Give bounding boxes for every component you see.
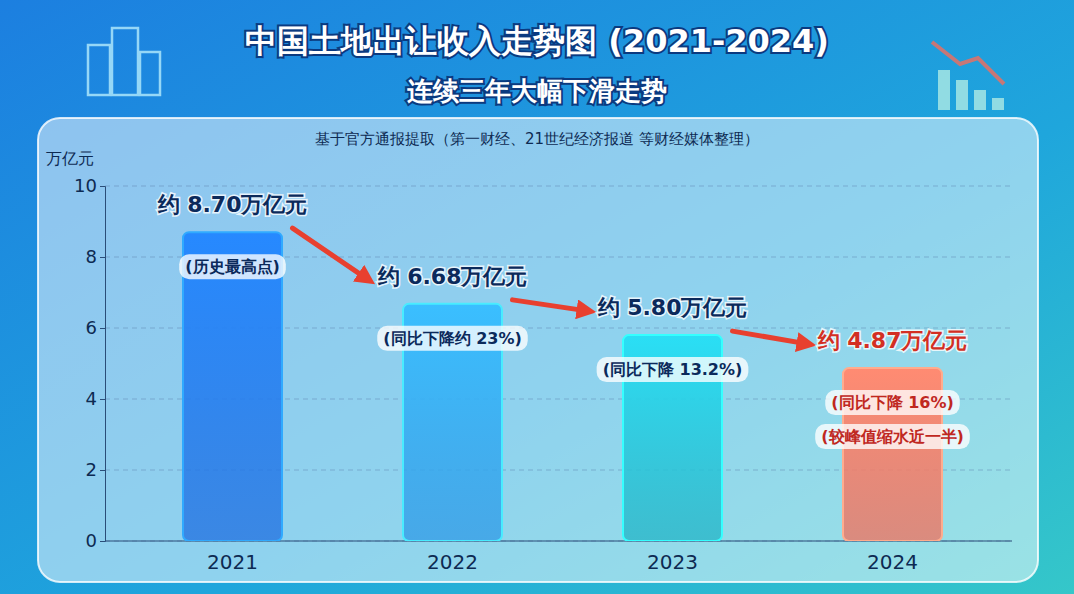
annotations: (历史最高点) (同比下降约 23%) (同比下降 13.2%) (同比下降 16%)… bbox=[179, 254, 970, 449]
y-axis-title: 万亿元 bbox=[46, 149, 94, 168]
building-icon bbox=[88, 45, 110, 95]
annotation-background bbox=[179, 254, 286, 279]
subtitle: 连续三年大幅下滑走势 bbox=[406, 76, 667, 106]
annotation-text: (同比下降 16%) bbox=[831, 393, 954, 412]
annotation: (历史最高点) bbox=[179, 254, 286, 279]
x-tick-label: 2024 bbox=[867, 550, 918, 574]
y-tick: 0 bbox=[86, 530, 105, 551]
x-tick: 2024 bbox=[867, 541, 918, 574]
bars bbox=[183, 232, 942, 541]
trend-icon bbox=[932, 42, 1004, 84]
annotation-background bbox=[377, 326, 528, 351]
annotation-text: (同比下降 13.2%) bbox=[603, 360, 743, 379]
y-tick-label: 8 bbox=[86, 246, 97, 267]
trend-arrow bbox=[293, 228, 369, 280]
trend-arrow bbox=[513, 300, 589, 311]
data-label: 约 4.87万亿元 bbox=[817, 328, 968, 353]
annotation: (同比下降 13.2%) bbox=[597, 357, 749, 382]
y-tick-label: 10 bbox=[74, 175, 97, 196]
x-tick: 2021 bbox=[207, 541, 258, 574]
y-tick-mark bbox=[100, 257, 105, 258]
y-axis: 0 2 4 6 8 10 bbox=[74, 175, 105, 551]
building-icon bbox=[112, 28, 138, 95]
y-tick-mark bbox=[100, 541, 105, 542]
grid-line bbox=[105, 186, 1012, 187]
y-tick-label: 2 bbox=[86, 459, 97, 480]
annotation: (较峰值缩水近一半) bbox=[815, 424, 970, 449]
annotation-text: (较峰值缩水近一半) bbox=[821, 427, 964, 446]
bars-icon bbox=[956, 80, 968, 110]
annotation-background bbox=[597, 357, 749, 382]
y-tick: 10 bbox=[74, 175, 105, 196]
y-tick: 2 bbox=[86, 459, 105, 480]
x-tick-label: 2023 bbox=[647, 550, 698, 574]
x-axis: 2021 2022 2023 2024 bbox=[105, 541, 1012, 574]
background bbox=[0, 0, 1074, 594]
x-tick: 2022 bbox=[427, 541, 478, 574]
y-tick-label: 0 bbox=[86, 530, 97, 551]
panel bbox=[38, 118, 1038, 582]
y-axis-line bbox=[100, 187, 106, 542]
bars-icon bbox=[992, 98, 1004, 110]
chart: 中国土地出让收入走势图 (2021-2024) 连续三年大幅下滑走势基于官方通报提… bbox=[0, 0, 1074, 594]
y-tick-mark bbox=[100, 186, 105, 187]
title: 中国土地出让收入走势图 (2021-2024) bbox=[245, 22, 829, 60]
data-label: 约 6.68万亿元 bbox=[377, 264, 528, 289]
data-label: 约 5.80万亿元 bbox=[597, 295, 748, 320]
annotation-text: (历史最高点) bbox=[185, 257, 280, 276]
y-tick-mark bbox=[100, 399, 105, 400]
annotation: (同比下降 16%) bbox=[825, 390, 960, 415]
grid bbox=[105, 186, 1012, 541]
bars-icon bbox=[938, 70, 950, 110]
annotation-background bbox=[825, 390, 960, 415]
annotation-text: (同比下降约 23%) bbox=[383, 329, 522, 348]
annotation: (同比下降约 23%) bbox=[377, 326, 528, 351]
source-note: 基于官方通报提取（第一财经、21世纪经济报道 等财经媒体整理） bbox=[315, 130, 759, 148]
x-tick: 2023 bbox=[647, 541, 698, 574]
data-label: 约 8.70万亿元 bbox=[157, 192, 308, 217]
bars-icon bbox=[974, 90, 986, 110]
arrows bbox=[293, 228, 809, 344]
building-icon bbox=[140, 52, 160, 95]
y-tick-mark bbox=[100, 328, 105, 329]
y-tick-mark bbox=[100, 470, 105, 471]
y-tick: 6 bbox=[86, 317, 105, 338]
y-tick-label: 6 bbox=[86, 317, 97, 338]
y-tick: 8 bbox=[86, 246, 105, 267]
y-tick: 4 bbox=[86, 388, 105, 409]
trend-arrow bbox=[733, 331, 809, 344]
data-labels: 约 8.70万亿元约 6.68万亿元约 5.80万亿元约 4.87万亿元 bbox=[157, 192, 968, 353]
x-tick-label: 2022 bbox=[427, 550, 478, 574]
x-tick-label: 2021 bbox=[207, 550, 258, 574]
y-tick-label: 4 bbox=[86, 388, 97, 409]
annotation-background bbox=[815, 424, 970, 449]
